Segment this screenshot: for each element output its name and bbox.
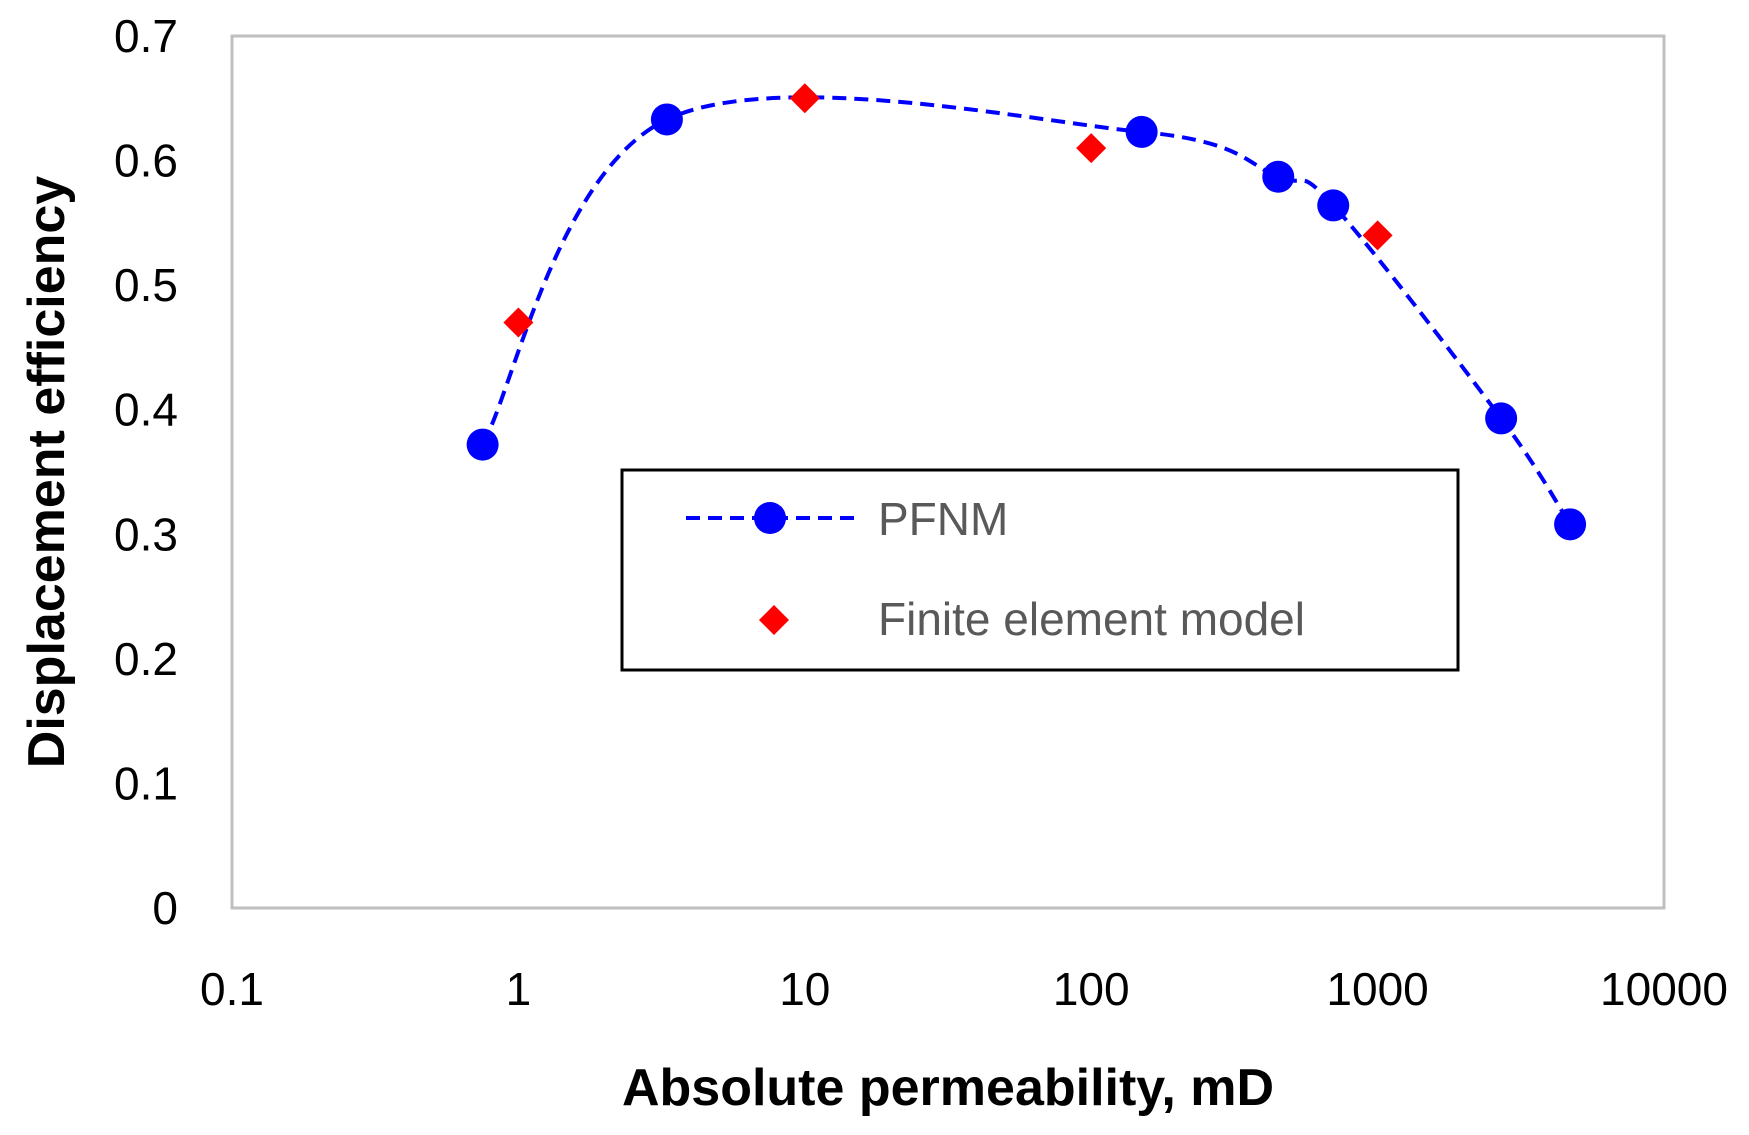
- pfnm-series-markers: [466, 103, 1587, 541]
- x-tick-label: 1: [506, 963, 532, 1015]
- fem-point: [503, 307, 534, 338]
- y-tick-label: 0.1: [114, 757, 178, 809]
- pfnm-point: [650, 103, 683, 136]
- y-tick-labels: 0 0.1 0.2 0.3 0.4 0.5 0.6 0.7: [114, 10, 178, 934]
- y-tick-label: 0.4: [114, 384, 178, 436]
- x-tick-label: 10: [779, 963, 830, 1015]
- pfnm-point: [1125, 115, 1158, 148]
- y-tick-label: 0: [152, 882, 178, 934]
- pfnm-series-line: [480, 95, 1572, 526]
- legend-pfnm-label: PFNM: [878, 493, 1008, 545]
- y-tick-label: 0.7: [114, 10, 178, 62]
- y-tick-label: 0.2: [114, 633, 178, 685]
- fem-point: [789, 83, 820, 114]
- fem-point: [1076, 133, 1107, 164]
- x-tick-label: 100: [1053, 963, 1130, 1015]
- x-axis-title: Absolute permeability, mD: [622, 1059, 1274, 1117]
- y-tick-label: 0.5: [114, 259, 178, 311]
- y-tick-label: 0.6: [114, 135, 178, 187]
- pfnm-point: [466, 428, 499, 461]
- pfnm-point: [1317, 189, 1350, 222]
- legend: PFNM Finite element model: [620, 468, 1460, 672]
- x-tick-label: 1000: [1326, 963, 1428, 1015]
- legend-box: [620, 468, 1460, 672]
- x-tick-label: 0.1: [200, 963, 264, 1015]
- legend-fem-label: Finite element model: [878, 593, 1305, 645]
- fem-series-markers: [503, 83, 1393, 338]
- pfnm-point: [1262, 160, 1295, 193]
- y-axis-title: Displacement efficiency: [18, 176, 76, 769]
- x-tick-label: 10000: [1600, 963, 1728, 1015]
- legend-pfnm-marker: [754, 502, 786, 534]
- legend-fem-marker: [759, 605, 789, 635]
- y-tick-label: 0.3: [114, 508, 178, 560]
- pfnm-point: [1554, 508, 1587, 541]
- fem-point: [1362, 220, 1393, 251]
- x-tick-labels: 0.1 1 10 100 1000 10000: [200, 963, 1728, 1015]
- pfnm-point: [1485, 402, 1518, 435]
